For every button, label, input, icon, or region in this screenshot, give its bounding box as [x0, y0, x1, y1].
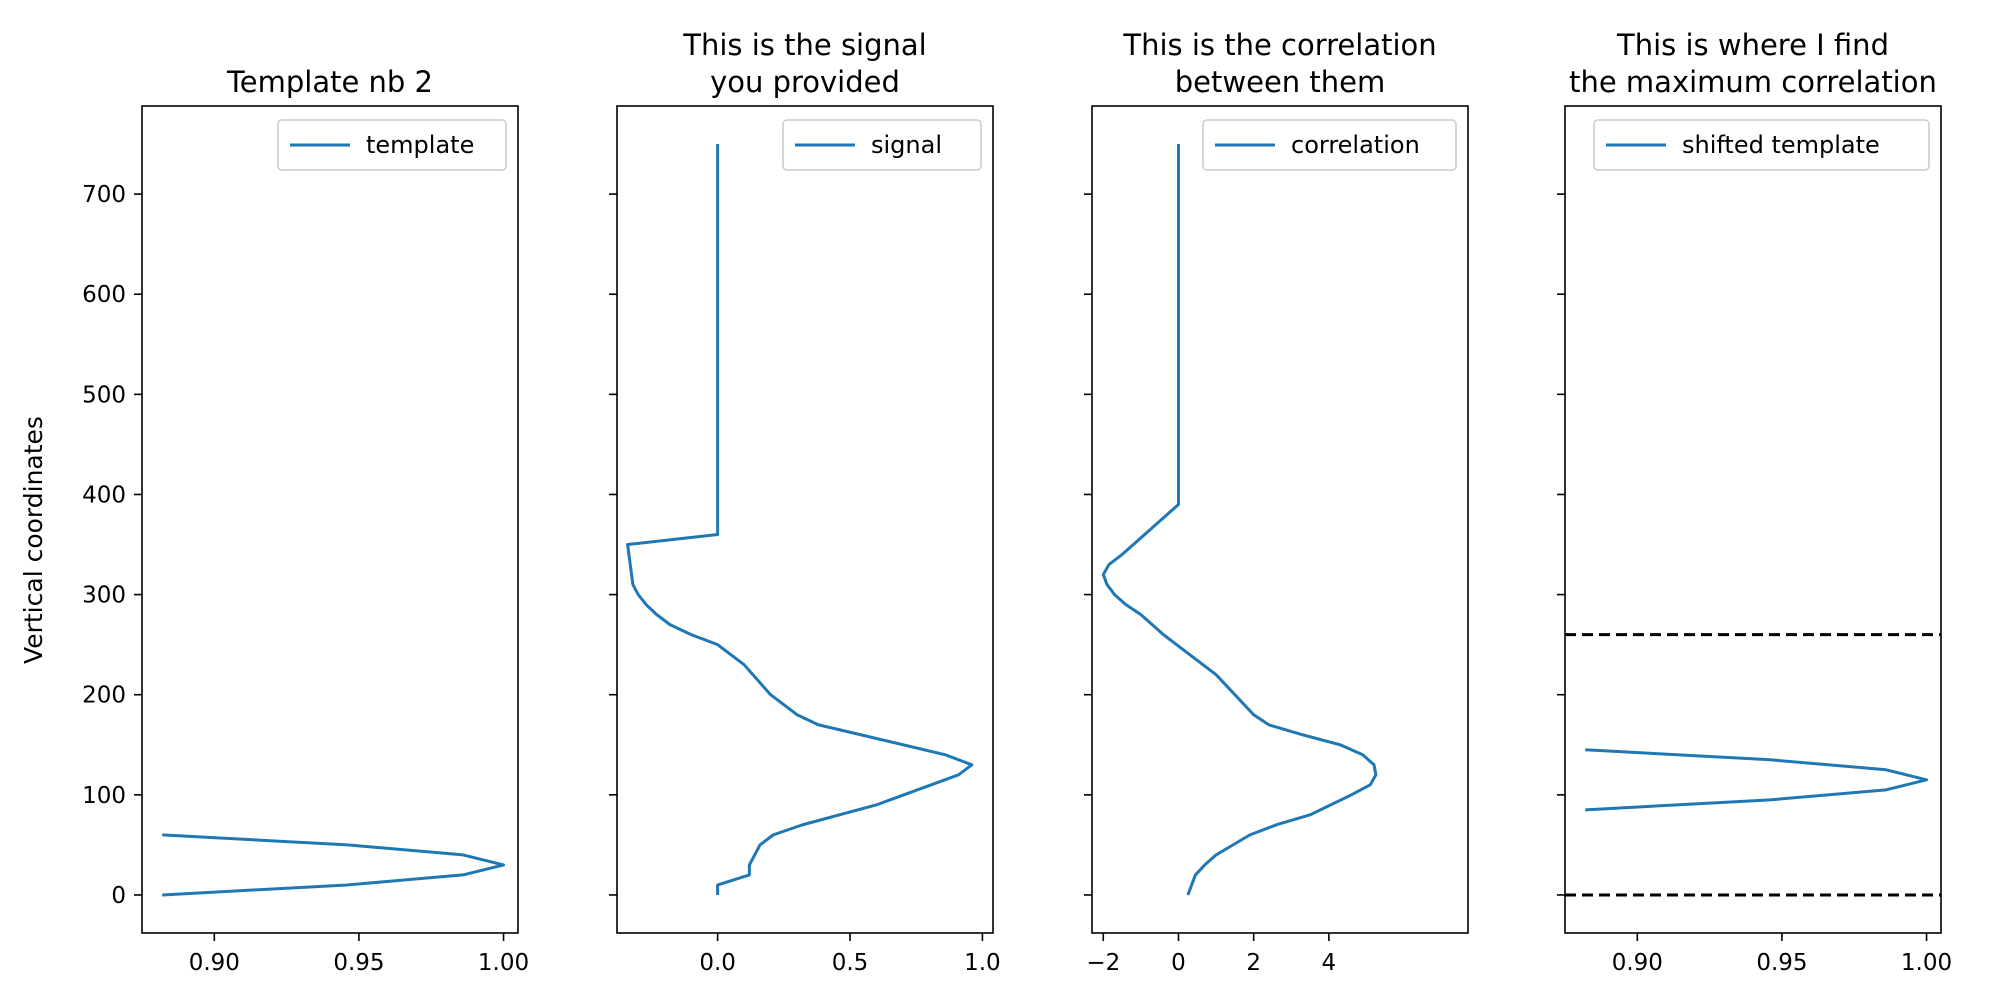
y-tick-label: 300	[82, 583, 126, 609]
legend: correlation	[1202, 119, 1457, 171]
series-line-shifted-template	[1585, 748, 1929, 812]
y-tick-label: 700	[82, 182, 126, 208]
panels: Template nb 20.90 0.95 1.00010020030040050…	[82, 28, 1952, 976]
x-tick-label: 1.0	[964, 950, 1001, 976]
legend-label: signal	[871, 131, 942, 159]
x-tick-label: 0	[1171, 950, 1186, 976]
series-line-template	[162, 833, 506, 897]
x-tick-label: 2	[1246, 950, 1261, 976]
legend: template	[277, 119, 507, 171]
y-tick-label: 0	[111, 883, 126, 909]
series-line-signal	[626, 144, 974, 895]
x-tick-label: 0.95	[1756, 950, 1807, 976]
legend-label: correlation	[1291, 131, 1420, 159]
x-tick-label: −2	[1086, 950, 1120, 976]
legend-label: shifted template	[1682, 131, 1880, 159]
chart-title: Template nb 2	[226, 65, 433, 99]
chart-title: This is the signal	[682, 28, 926, 62]
plot-frame	[1564, 105, 1942, 934]
x-tick-label: 0.90	[189, 950, 240, 976]
x-tick-label: 0.5	[832, 950, 869, 976]
x-tick-label: 4	[1322, 950, 1337, 976]
x-tick-label: 0.95	[333, 950, 384, 976]
legend-box	[1202, 119, 1457, 171]
plot-frame	[616, 105, 994, 934]
y-tick-label: 400	[82, 482, 126, 508]
legend-label: template	[366, 131, 474, 159]
x-tick-label: 0.90	[1612, 950, 1663, 976]
panel-1: Template nb 2 0.90 0.95 1.00 0 100 200 300 400 50…	[82, 65, 529, 976]
plot-frame	[1091, 105, 1469, 934]
x-tick-label: 1.00	[478, 950, 529, 976]
x-tick-label: 1.00	[1901, 950, 1952, 976]
plot-frame	[141, 105, 519, 934]
chart-title: This is where I find	[1616, 28, 1889, 62]
x-tick-label: 0.0	[699, 950, 736, 976]
y-axis-label: Vertical coordinates	[19, 416, 48, 664]
legend-box	[277, 119, 507, 171]
chart-title: between them	[1175, 65, 1385, 99]
y-tick-label: 600	[82, 282, 126, 308]
legend-box	[782, 119, 982, 171]
series-line-correlation	[1101, 144, 1378, 896]
chart-title: you provided	[710, 65, 900, 99]
chart-title: the maximum correlation	[1569, 65, 1937, 99]
y-tick-label: 100	[82, 783, 126, 809]
legend: shifted template	[1593, 119, 1930, 171]
legend-box	[1593, 119, 1930, 171]
y-tick-label: 500	[82, 382, 126, 408]
chart-title: This is the correlation	[1122, 28, 1436, 62]
y-tick-label: 200	[82, 683, 126, 709]
legend: signal	[782, 119, 982, 171]
